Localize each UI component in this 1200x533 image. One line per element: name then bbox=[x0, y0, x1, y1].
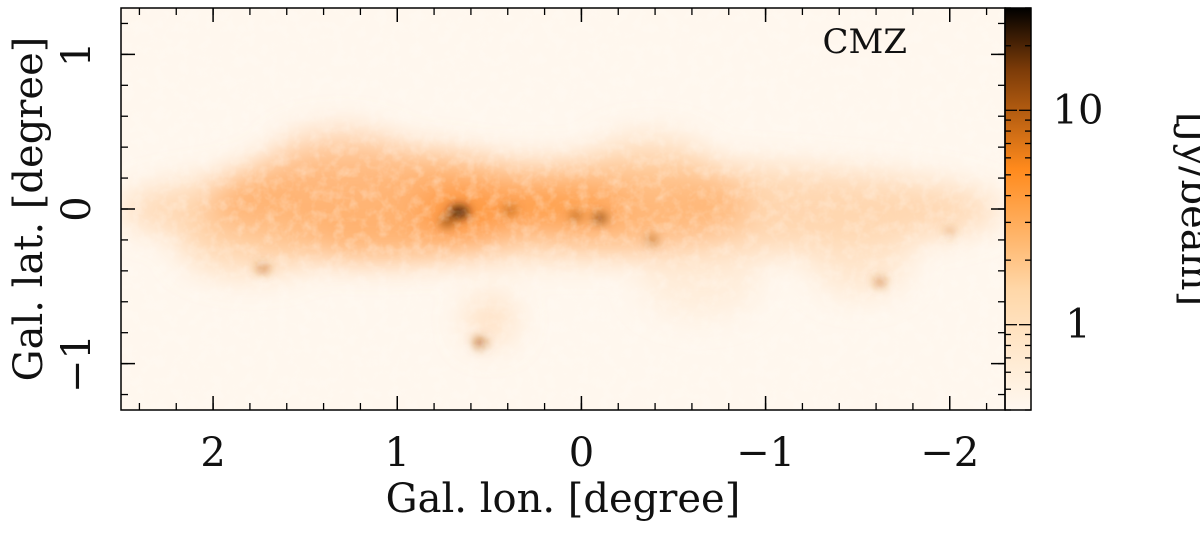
x-tick-label: 0 bbox=[569, 430, 594, 476]
y-tick-label: 0 bbox=[54, 196, 100, 221]
colorbar bbox=[1005, 8, 1031, 410]
emission-map bbox=[121, 8, 1005, 410]
x-tick-label: −1 bbox=[736, 430, 795, 476]
y-tick-label: −1 bbox=[54, 334, 100, 393]
y-tick-label: 1 bbox=[54, 42, 100, 67]
x-tick-label: 1 bbox=[385, 430, 410, 476]
x-tick-label: −2 bbox=[920, 430, 979, 476]
colorbar-tick-label: 10 bbox=[1053, 87, 1104, 133]
colorbar-label: [Jy/beam] bbox=[1172, 112, 1200, 306]
colorbar-tick-label: 1 bbox=[1065, 302, 1090, 348]
x-axis-label: Gal. lon. [degree] bbox=[386, 476, 741, 522]
y-axis-ticks: 1 0 −1 bbox=[54, 22, 1005, 396]
y-axis-label: Gal. lat. [degree] bbox=[6, 37, 52, 382]
panel-label: CMZ bbox=[823, 22, 907, 62]
x-tick-label: 2 bbox=[200, 430, 225, 476]
x-axis-ticks: 2 1 0 −1 −2 bbox=[138, 8, 988, 476]
map-texture bbox=[121, 8, 1005, 410]
colorbar-ticks: 1 10 bbox=[1005, 7, 1104, 411]
